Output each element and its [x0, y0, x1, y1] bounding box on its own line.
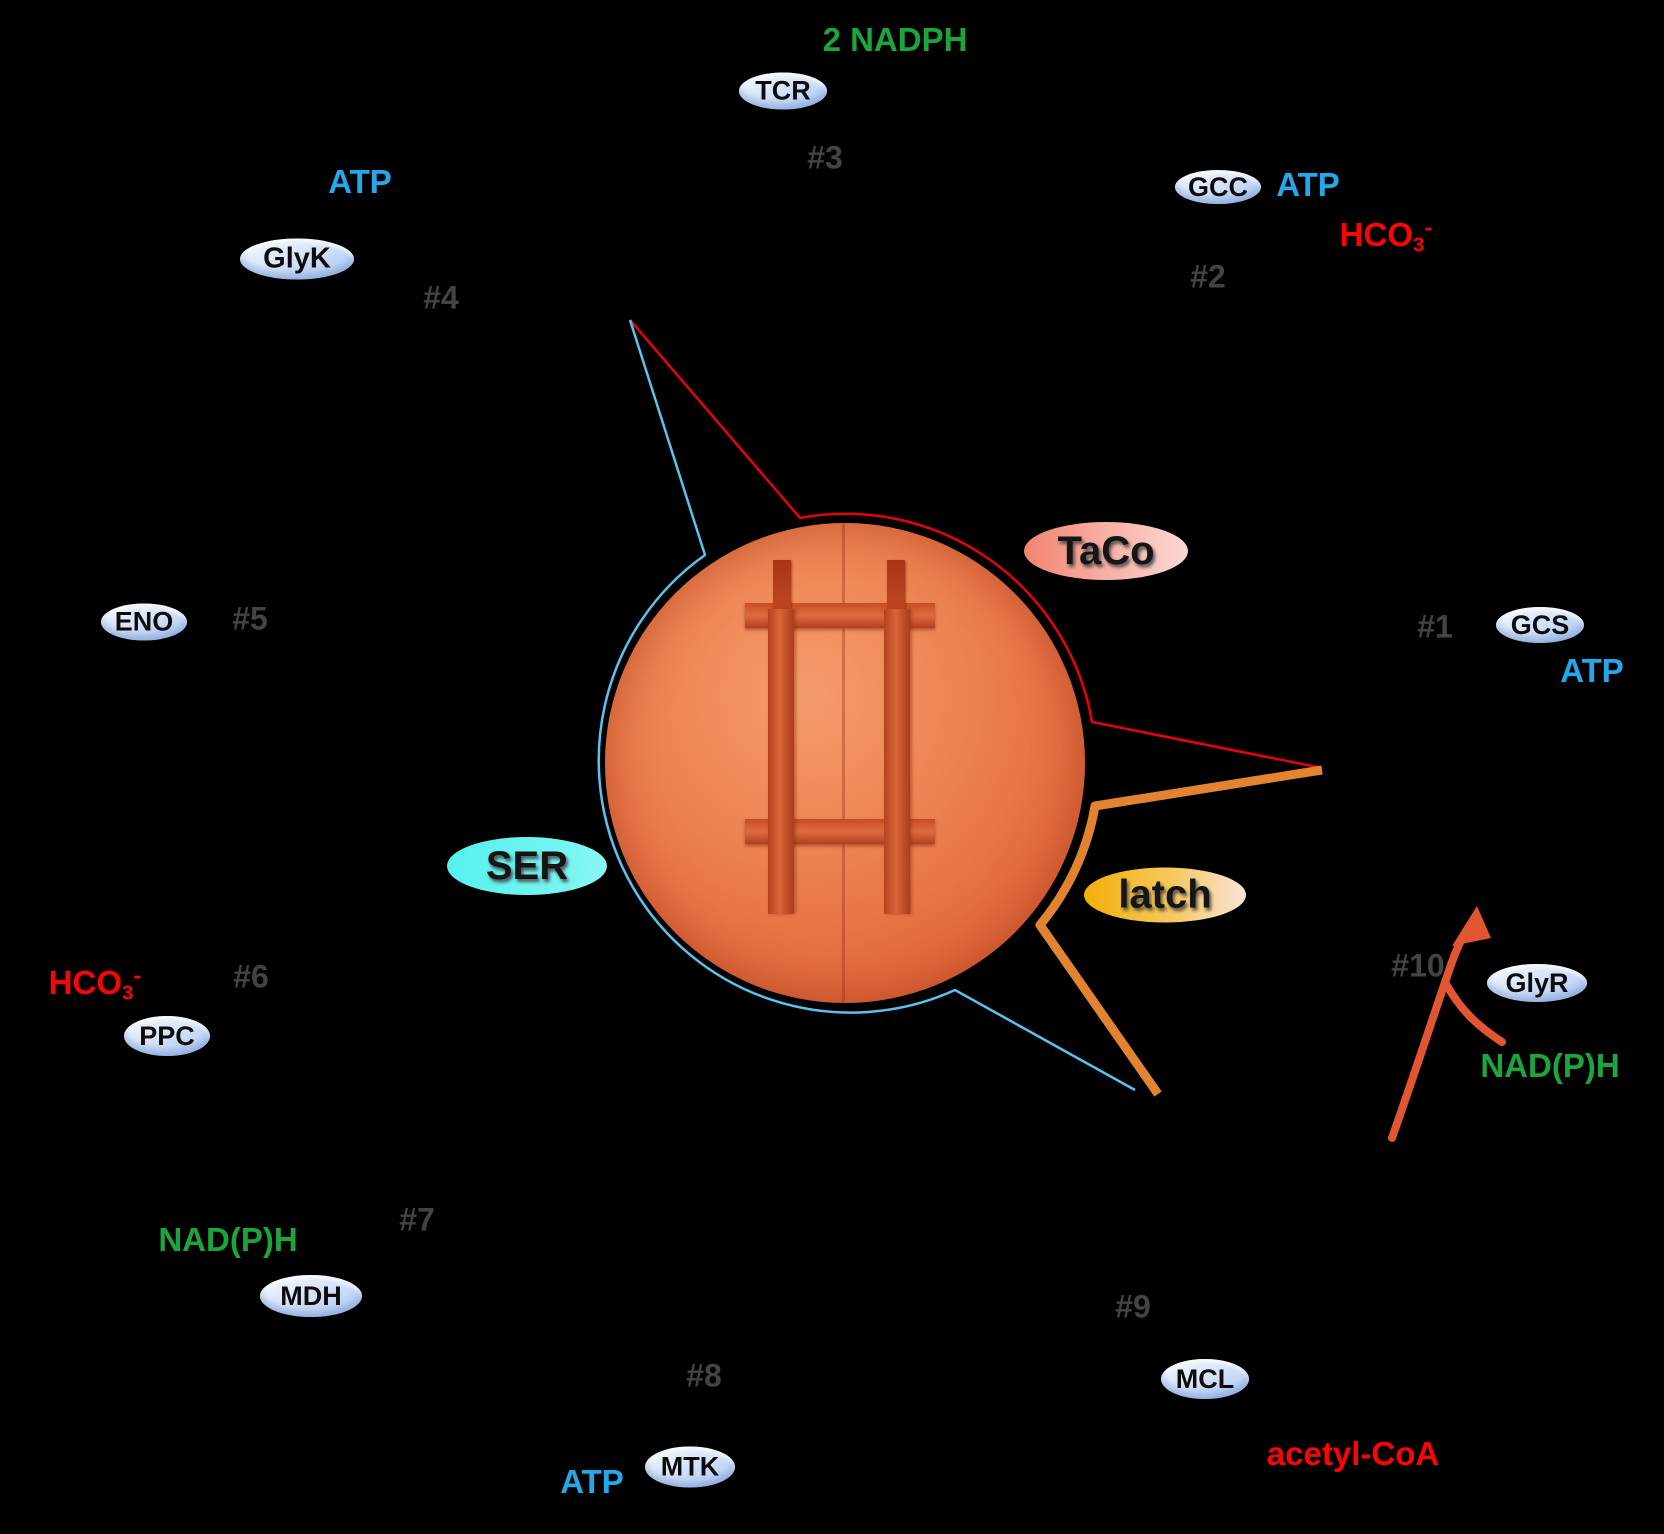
table-leg-bracket-left: [773, 560, 791, 616]
step-8: #8: [686, 1357, 722, 1394]
cofactor-acetyl-coa: acetyl-CoA: [1266, 1435, 1440, 1472]
enzyme-ppc: PPC: [124, 1016, 210, 1056]
callout-latch: latch: [1084, 867, 1246, 923]
step-9: #9: [1115, 1288, 1151, 1325]
hco3-superscript: -: [1424, 214, 1433, 242]
latch-bracket-orange-line: [1035, 765, 1323, 1097]
enzyme-gcc: GCC: [1175, 170, 1261, 204]
enzyme-gcc-label: GCC: [1188, 171, 1248, 202]
enzyme-glyk: GlyK: [240, 238, 354, 280]
enzyme-glyk-label: GlyK: [263, 242, 331, 275]
hco3-subscript-2: 3: [122, 981, 134, 1005]
enzyme-ppc-label: PPC: [139, 1020, 195, 1051]
callout-taco-label: TaCo: [1057, 528, 1155, 573]
cofactor-atp-mtk: ATP: [560, 1463, 624, 1500]
enzyme-tcr: TCR: [739, 72, 827, 110]
step-7: #7: [399, 1201, 435, 1238]
enzyme-mcl: MCL: [1161, 1359, 1249, 1399]
table-leg-right: [884, 609, 910, 914]
cofactor-nadph-glyr: NAD(P)H: [1480, 1047, 1620, 1084]
enzyme-mtk: MTK: [645, 1446, 735, 1488]
enzyme-glyr-label: GlyR: [1505, 967, 1569, 998]
enzyme-eno: ENO: [101, 603, 187, 641]
callout-taco: TaCo: [1024, 522, 1188, 580]
enzyme-glyr: GlyR: [1487, 964, 1587, 1002]
cofactor-hco3-gcc: HCO3-: [1340, 214, 1433, 257]
table-seam: [842, 523, 845, 1003]
step-4: #4: [423, 279, 459, 316]
cofactor-2nadph: 2 NADPH: [822, 21, 968, 58]
hco3-subscript: 3: [1413, 233, 1425, 257]
table-leg-left: [768, 609, 794, 914]
enzyme-mtk-label: MTK: [660, 1451, 720, 1482]
hco3-base-2: HCO: [48, 963, 123, 1001]
step-1: #1: [1417, 608, 1453, 645]
hco3-superscript-2: -: [133, 962, 142, 990]
enzyme-tcr-label: TCR: [755, 75, 811, 106]
glyr-arrowhead: [1452, 906, 1491, 946]
table-leg-bracket-right: [887, 560, 905, 616]
callout-ser: SER: [447, 837, 607, 895]
step-6: #6: [233, 958, 269, 995]
cofactor-hco3-ppc: HCO3-: [49, 962, 142, 1005]
cofactor-nadph-mdh: NAD(P)H: [158, 1221, 298, 1258]
cofactor-atp-glyk: ATP: [328, 163, 392, 200]
hco3-base: HCO: [1339, 215, 1414, 253]
enzyme-mcl-label: MCL: [1175, 1363, 1235, 1394]
enzyme-gcs-label: GCS: [1510, 609, 1570, 640]
callout-latch-label: latch: [1118, 872, 1212, 917]
folding-table-photo: [605, 523, 1085, 1003]
enzyme-eno-label: ENO: [114, 606, 174, 637]
enzyme-gcs: GCS: [1496, 607, 1584, 643]
cofactor-atp-gcs: ATP: [1560, 652, 1624, 689]
enzyme-mdh-label: MDH: [280, 1280, 342, 1311]
enzyme-mdh: MDH: [260, 1275, 362, 1317]
step-2: #2: [1190, 258, 1226, 295]
step-10: #10: [1391, 947, 1445, 984]
step-5: #5: [232, 600, 268, 637]
step-3: #3: [807, 139, 843, 176]
callout-ser-label: SER: [485, 843, 569, 888]
cofactor-atp-gcc: ATP: [1276, 166, 1340, 203]
